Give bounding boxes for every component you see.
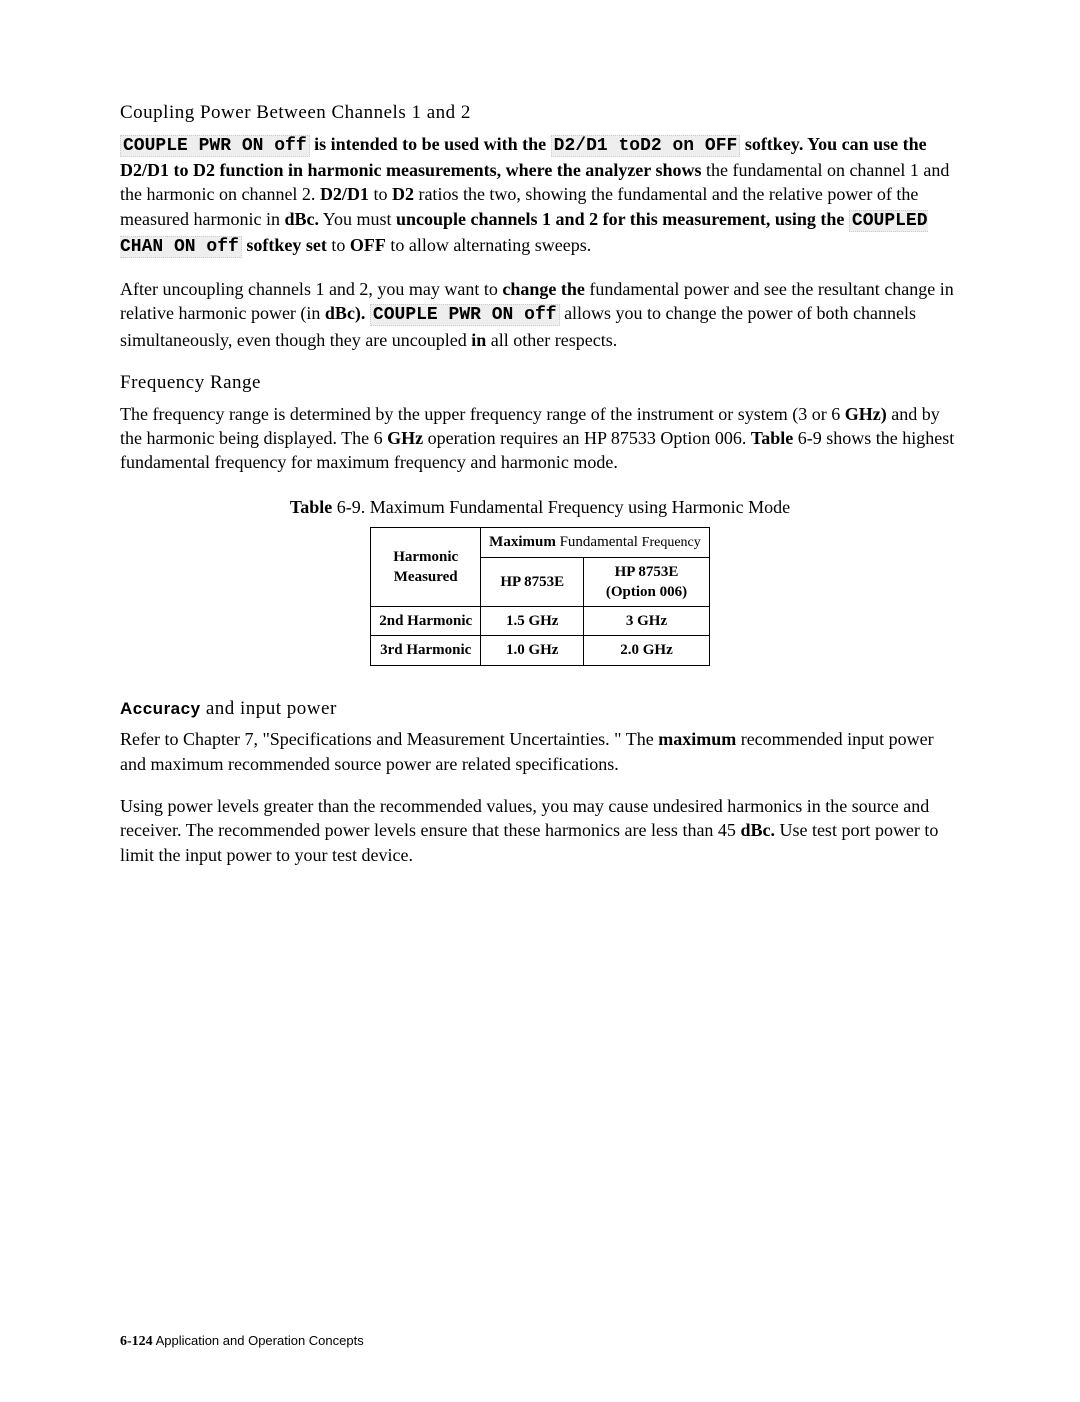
table-cell: 2nd Harmonic bbox=[371, 607, 481, 636]
paragraph-accuracy-2: Using power levels greater than the reco… bbox=[120, 794, 960, 867]
harmonic-table: Harmonic Measured Maximum Fundamental Fr… bbox=[370, 527, 710, 666]
text: GHz) bbox=[845, 404, 887, 424]
text: (Option 006) bbox=[606, 584, 687, 600]
table-cell: 1.0 GHz bbox=[481, 636, 584, 665]
text: Harmonic bbox=[393, 549, 458, 565]
text: softkey set bbox=[242, 235, 327, 255]
paragraph-accuracy-1: Refer to Chapter 7, "Specifications and … bbox=[120, 727, 960, 776]
text: Measured bbox=[394, 569, 458, 585]
text: maximum bbox=[658, 729, 736, 749]
text: D2 bbox=[392, 184, 414, 204]
footer-label: Application and Operation Concepts bbox=[153, 1333, 364, 1348]
table-header-harmonic: Harmonic Measured bbox=[371, 527, 481, 606]
table-caption: Table 6-9. Maximum Fundamental Frequency… bbox=[120, 495, 960, 519]
softkey-couple-pwr-2: COUPLE PWR ON off bbox=[370, 304, 560, 326]
text: dBc). bbox=[325, 303, 370, 323]
text: operation requires an HP 87533 Option 00… bbox=[423, 428, 751, 448]
text: Accuracy bbox=[120, 699, 201, 718]
text: D2/D1 bbox=[320, 184, 369, 204]
text: After uncoupling channels 1 and 2, you m… bbox=[120, 279, 502, 299]
paragraph-coupling-1: COUPLE PWR ON off is intended to be used… bbox=[120, 132, 960, 259]
table-row: 3rd Harmonic 1.0 GHz 2.0 GHz bbox=[371, 636, 710, 665]
text: to bbox=[369, 184, 392, 204]
table-cell: 2.0 GHz bbox=[584, 636, 709, 665]
text: dBc. bbox=[740, 820, 775, 840]
text: to allow alternating sweeps. bbox=[386, 235, 591, 255]
text: Table bbox=[751, 428, 793, 448]
text: The frequency range is determined by the… bbox=[120, 404, 845, 424]
table-cell: 1.5 GHz bbox=[481, 607, 584, 636]
page-number: 6-124 bbox=[120, 1334, 153, 1349]
text: in bbox=[471, 330, 486, 350]
softkey-couple-pwr: COUPLE PWR ON off bbox=[120, 135, 310, 157]
heading-coupling-power: Coupling Power Between Channels 1 and 2 bbox=[120, 100, 960, 126]
paragraph-coupling-2: After uncoupling channels 1 and 2, you m… bbox=[120, 277, 960, 352]
text: all other respects. bbox=[486, 330, 617, 350]
text: Refer to Chapter 7, "Specifications and … bbox=[120, 729, 658, 749]
page-footer: 6-124 Application and Operation Concepts bbox=[120, 1332, 364, 1352]
text: dBc. bbox=[284, 209, 319, 229]
text: Fundamental bbox=[556, 534, 642, 550]
text: 6-9. Maximum Fundamental Frequency using… bbox=[332, 497, 790, 517]
text: You must bbox=[319, 209, 396, 229]
text: Frequency bbox=[642, 535, 701, 550]
table-subheader-hp8753e-006: HP 8753E (Option 006) bbox=[584, 557, 709, 607]
text: to bbox=[327, 235, 350, 255]
text: OFF bbox=[350, 235, 386, 255]
table-cell: 3rd Harmonic bbox=[371, 636, 481, 665]
text: is intended to be used with the bbox=[310, 134, 551, 154]
paragraph-frequency: The frequency range is determined by the… bbox=[120, 402, 960, 475]
table-row: 2nd Harmonic 1.5 GHz 3 GHz bbox=[371, 607, 710, 636]
heading-frequency-range: Frequency Range bbox=[120, 370, 960, 396]
text: and input power bbox=[201, 698, 337, 719]
text: uncouple channels 1 and 2 for this measu… bbox=[396, 209, 849, 229]
text: Maximum bbox=[489, 534, 556, 550]
table-subheader-hp8753e: HP 8753E bbox=[481, 557, 584, 607]
text: GHz bbox=[387, 428, 423, 448]
table-cell: 3 GHz bbox=[584, 607, 709, 636]
text: change the bbox=[502, 279, 589, 299]
text: Table bbox=[290, 497, 332, 517]
softkey-d2d1: D2/D1 toD2 on OFF bbox=[551, 135, 741, 157]
text: HP 8753E bbox=[615, 564, 679, 580]
table-header-max-freq: Maximum Fundamental Frequency bbox=[481, 527, 710, 557]
heading-accuracy: Accuracy and input power bbox=[120, 696, 960, 722]
